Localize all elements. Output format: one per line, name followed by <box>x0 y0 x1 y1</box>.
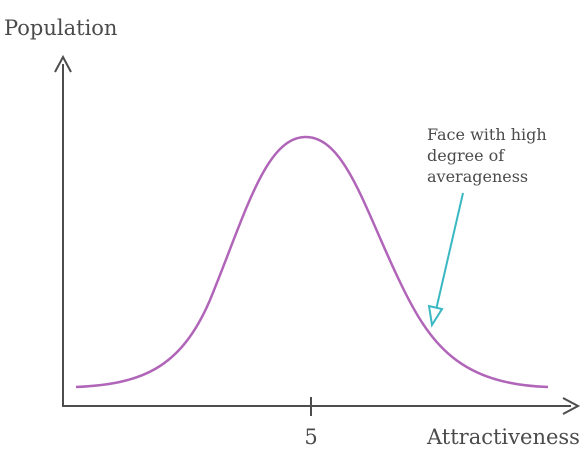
x-axis-label: Attractiveness <box>426 425 580 449</box>
y-axis-label: Population <box>4 16 117 40</box>
annotation-arrowhead <box>427 304 444 328</box>
bell-curve <box>75 135 549 389</box>
y-axis-arrowhead <box>54 54 72 73</box>
annotation-line-2: degree of <box>427 146 505 165</box>
annotation-line-3: averageness <box>427 167 528 186</box>
annotation-arrow-line <box>435 192 464 311</box>
x-axis-arrowhead <box>562 397 581 415</box>
annotation-line-1: Face with high <box>427 125 547 144</box>
tick-label-5: 5 <box>304 425 317 449</box>
